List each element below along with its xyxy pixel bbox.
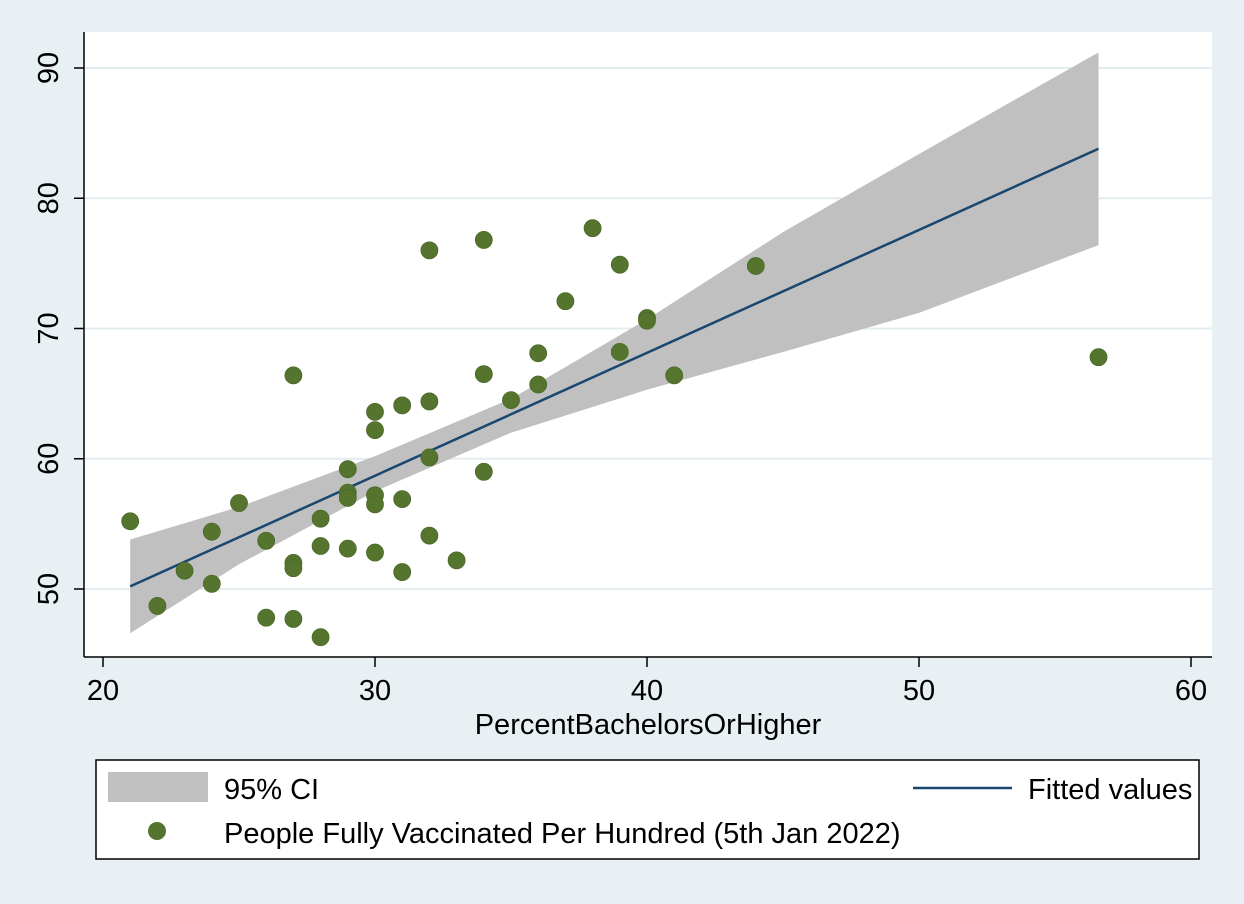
data-point — [257, 531, 276, 550]
data-point — [393, 396, 412, 415]
data-point — [311, 628, 330, 647]
data-point — [366, 402, 384, 421]
data-point — [529, 344, 548, 363]
data-point — [393, 490, 412, 509]
data-point — [202, 522, 221, 541]
data-point — [338, 460, 357, 479]
data-point — [366, 543, 384, 562]
data-point — [610, 255, 629, 274]
data-point — [230, 494, 248, 512]
y-tick-label: 80 — [33, 182, 65, 214]
data-point — [746, 257, 765, 275]
data-point — [366, 495, 384, 514]
x-tick-label: 50 — [903, 675, 935, 707]
data-point — [284, 366, 303, 385]
data-point — [447, 551, 466, 570]
data-point — [583, 219, 602, 238]
x-tick-label: 60 — [1175, 675, 1207, 707]
legend: 95% CI Fitted values People Fully Vaccin… — [95, 759, 1200, 860]
y-axis-ticks: 50 60 70 80 90 — [33, 52, 84, 605]
data-point — [393, 563, 412, 581]
data-point — [311, 537, 330, 555]
data-point — [121, 512, 140, 531]
fitted-line — [129, 147, 1100, 588]
x-tick-label: 30 — [359, 675, 391, 707]
data-point — [202, 574, 221, 593]
data-point — [420, 526, 439, 545]
legend-fit-label: Fitted values — [1028, 774, 1192, 806]
data-point — [1089, 348, 1108, 367]
data-point — [529, 375, 548, 394]
y-tick-label: 70 — [33, 312, 65, 344]
data-point — [420, 241, 439, 260]
data-point — [175, 561, 194, 580]
data-point — [284, 610, 303, 628]
data-point — [366, 421, 384, 439]
data-point — [284, 559, 303, 578]
legend-box — [95, 759, 1200, 860]
data-point — [556, 292, 575, 311]
data-point — [474, 231, 493, 249]
x-axis-ticks: 20 30 40 50 60 — [87, 657, 1207, 707]
legend-point-swatch — [148, 822, 166, 840]
data-point — [338, 488, 357, 507]
data-point — [638, 311, 656, 330]
legend-points-label: People Fully Vaccinated Per Hundred (5th… — [224, 818, 901, 850]
data-point — [257, 608, 276, 627]
y-tick-label: 90 — [33, 52, 65, 84]
x-tick-label: 20 — [87, 675, 119, 707]
data-point — [665, 366, 684, 385]
scatter-points — [121, 219, 1108, 647]
data-point — [474, 462, 493, 481]
data-point — [502, 391, 520, 410]
y-tick-label: 60 — [33, 443, 65, 475]
x-axis-title: PercentBachelorsOrHigher — [475, 709, 822, 741]
data-point — [338, 539, 357, 558]
x-tick-label: 40 — [631, 675, 663, 707]
data-point — [420, 392, 439, 411]
legend-ci-label: 95% CI — [224, 774, 319, 806]
data-point — [311, 509, 330, 528]
fitted-values-line — [129, 147, 1100, 588]
y-tick-label: 50 — [33, 573, 65, 605]
data-point — [474, 365, 493, 383]
data-point — [610, 343, 629, 361]
data-point — [148, 597, 167, 615]
data-point — [420, 448, 439, 467]
legend-ci-swatch — [108, 772, 208, 802]
